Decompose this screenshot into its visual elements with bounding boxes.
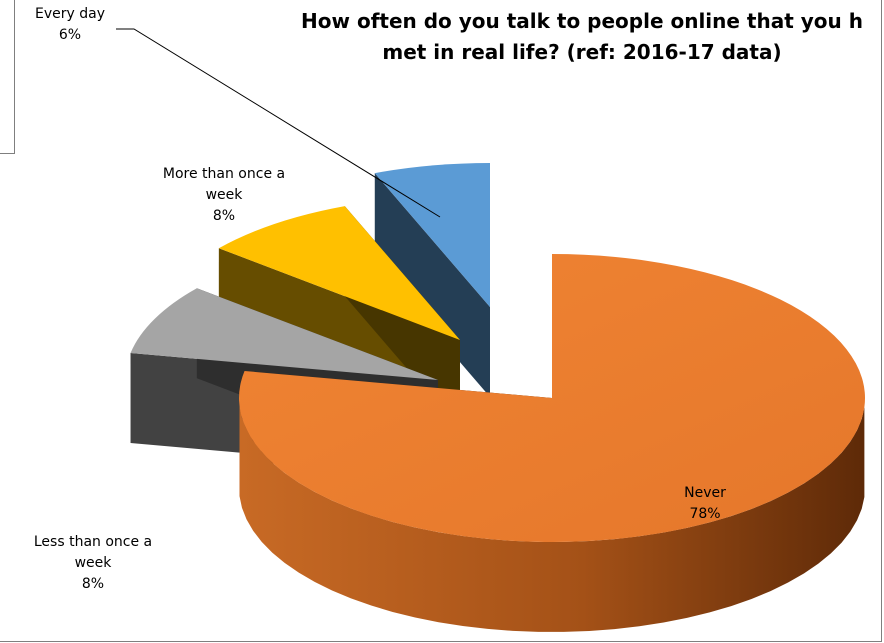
label-value: 6%	[58, 27, 82, 43]
slice-never	[238, 254, 865, 632]
label-name: More than once a week	[162, 166, 286, 203]
legend-box	[0, 0, 15, 154]
slice-every-day	[374, 163, 490, 397]
label-value: 8%	[81, 576, 105, 592]
chart-title: How often do you talk to people online t…	[301, 9, 863, 64]
data-label-never: Never 78%	[660, 483, 750, 525]
label-value: 78%	[689, 506, 721, 522]
slice-top	[374, 163, 490, 307]
slice-outer-wall	[239, 406, 865, 632]
slice-top	[238, 254, 865, 542]
leader-line-every-day	[116, 28, 441, 218]
data-label-more-than-once-a-week: More than once a week 8%	[134, 164, 314, 227]
label-name: Never	[684, 485, 726, 501]
slice-wall	[374, 173, 490, 397]
slice-top	[130, 288, 438, 380]
label-value: 8%	[212, 208, 236, 224]
data-label-less-than-once-a-week: Less than once a week 8%	[18, 532, 168, 595]
label-name: Every day	[35, 6, 105, 22]
data-label-every-day: Every day 6%	[22, 4, 118, 46]
label-name: Less than once a week	[33, 534, 153, 571]
slice-top	[218, 206, 460, 340]
